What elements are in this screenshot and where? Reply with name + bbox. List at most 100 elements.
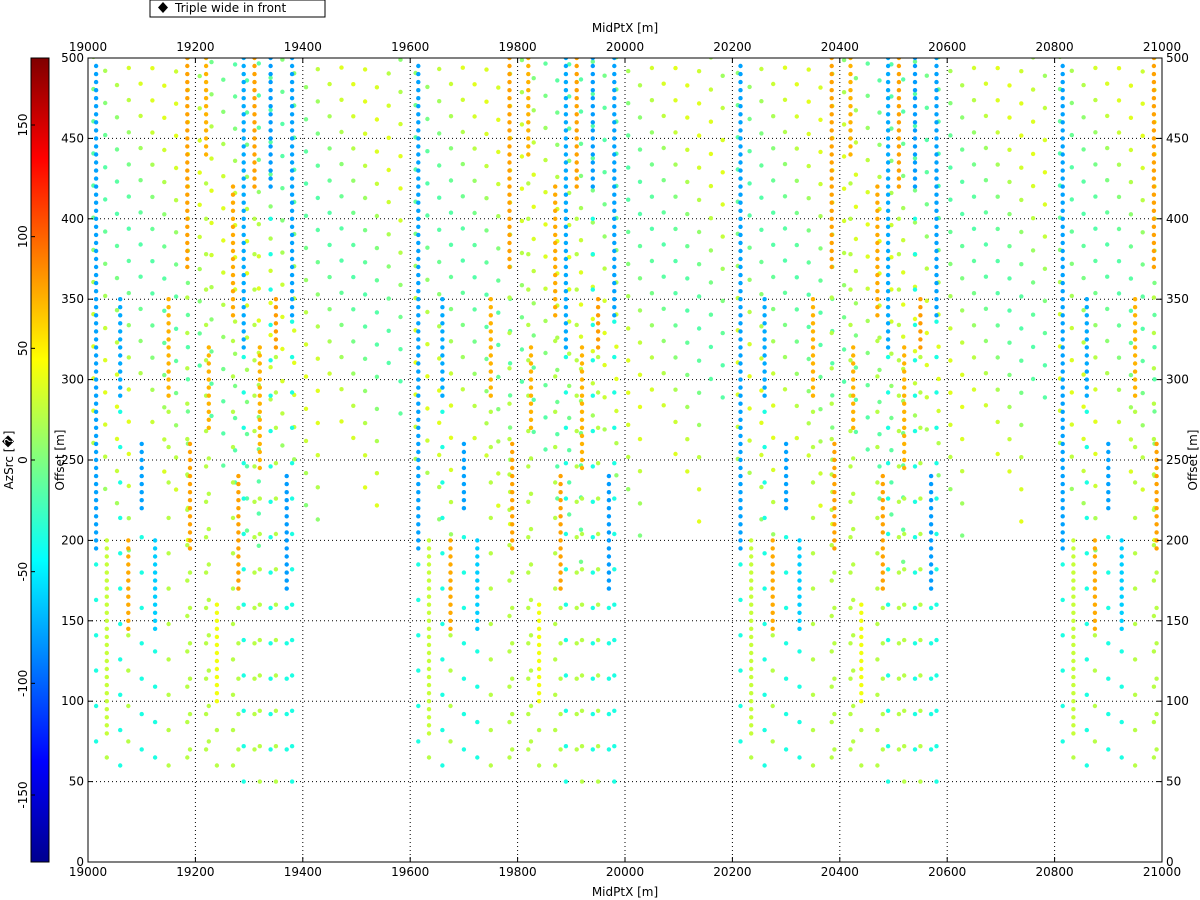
x-tick-label-top: 19200 xyxy=(176,40,214,54)
data-point xyxy=(984,49,988,53)
data-point xyxy=(166,692,171,697)
data-point xyxy=(416,490,421,495)
data-point xyxy=(612,637,617,643)
data-point xyxy=(173,326,179,331)
data-point xyxy=(1171,394,1175,398)
data-point xyxy=(209,381,214,386)
data-point xyxy=(362,99,368,104)
data-point xyxy=(150,419,155,425)
y-tick-label-right: 300 xyxy=(1166,373,1189,387)
data-point xyxy=(1151,264,1157,270)
data-point xyxy=(960,436,965,442)
data-point xyxy=(865,125,870,131)
data-point xyxy=(851,385,856,390)
data-point xyxy=(875,208,880,213)
data-point xyxy=(268,322,273,328)
data-point xyxy=(425,149,430,154)
data-point xyxy=(543,350,548,356)
data-point xyxy=(126,258,131,264)
data-point xyxy=(885,58,891,61)
data-point xyxy=(150,387,155,392)
data-point xyxy=(579,449,585,455)
data-point xyxy=(896,104,902,109)
data-point xyxy=(1069,100,1075,106)
data-point xyxy=(398,186,403,191)
data-point xyxy=(1019,390,1024,395)
data-point xyxy=(783,449,789,455)
data-point xyxy=(126,586,131,591)
data-point xyxy=(315,324,320,329)
data-point xyxy=(661,306,666,311)
data-point xyxy=(612,289,617,294)
data-point xyxy=(1071,650,1076,656)
data-point xyxy=(553,692,558,697)
data-point xyxy=(830,393,835,398)
data-point xyxy=(902,425,907,430)
data-point xyxy=(851,456,856,461)
data-point xyxy=(257,345,262,350)
data-point xyxy=(1007,211,1012,217)
data-point xyxy=(782,322,788,328)
data-point xyxy=(526,464,531,469)
x-tick-label-top: 19400 xyxy=(284,40,322,54)
data-point xyxy=(185,96,190,101)
data-point xyxy=(114,404,120,409)
data-point xyxy=(928,711,934,717)
data-point xyxy=(841,154,847,159)
data-point xyxy=(526,605,531,611)
data-point xyxy=(437,227,442,232)
data-point xyxy=(885,120,891,125)
data-point xyxy=(762,551,767,556)
data-point xyxy=(553,551,558,556)
data-point xyxy=(252,322,257,328)
data-point xyxy=(472,210,477,216)
data-point xyxy=(783,498,789,503)
data-point xyxy=(1093,258,1098,264)
data-point xyxy=(284,676,289,681)
data-point xyxy=(749,691,754,696)
data-point xyxy=(416,305,421,310)
data-point xyxy=(1060,305,1065,310)
data-point xyxy=(885,567,891,572)
data-point xyxy=(1132,692,1138,697)
data-point xyxy=(555,174,560,180)
data-point xyxy=(851,491,856,496)
data-point xyxy=(289,248,295,254)
data-point xyxy=(339,354,344,360)
data-point xyxy=(880,586,885,591)
data-point xyxy=(1042,395,1048,400)
data-point xyxy=(284,562,289,567)
data-point xyxy=(185,366,190,371)
data-point xyxy=(496,374,501,380)
data-point xyxy=(960,372,965,377)
data-point xyxy=(461,449,467,455)
data-point xyxy=(1019,487,1024,492)
data-point xyxy=(1069,197,1075,202)
data-point xyxy=(590,358,595,363)
data-point xyxy=(1128,372,1134,378)
data-point xyxy=(362,131,368,136)
data-point xyxy=(612,152,617,157)
y-tick-label-left: 50 xyxy=(69,775,84,789)
data-point xyxy=(173,198,179,203)
data-point xyxy=(865,286,870,291)
data-point xyxy=(770,594,775,599)
data-point xyxy=(440,377,445,382)
data-point xyxy=(93,441,99,447)
data-point xyxy=(351,371,356,376)
y-tick-label-left: 400 xyxy=(61,212,84,226)
data-point xyxy=(203,144,209,149)
data-point xyxy=(289,673,295,678)
data-point xyxy=(696,487,702,492)
data-point xyxy=(268,172,273,177)
data-point xyxy=(1019,422,1024,428)
data-point xyxy=(289,496,295,501)
data-point xyxy=(150,194,155,200)
data-point xyxy=(1151,120,1157,125)
data-point xyxy=(818,181,823,187)
data-point xyxy=(1007,147,1012,152)
data-point xyxy=(885,104,891,109)
data-point xyxy=(797,546,802,551)
data-point xyxy=(126,562,131,567)
data-point xyxy=(166,353,171,358)
